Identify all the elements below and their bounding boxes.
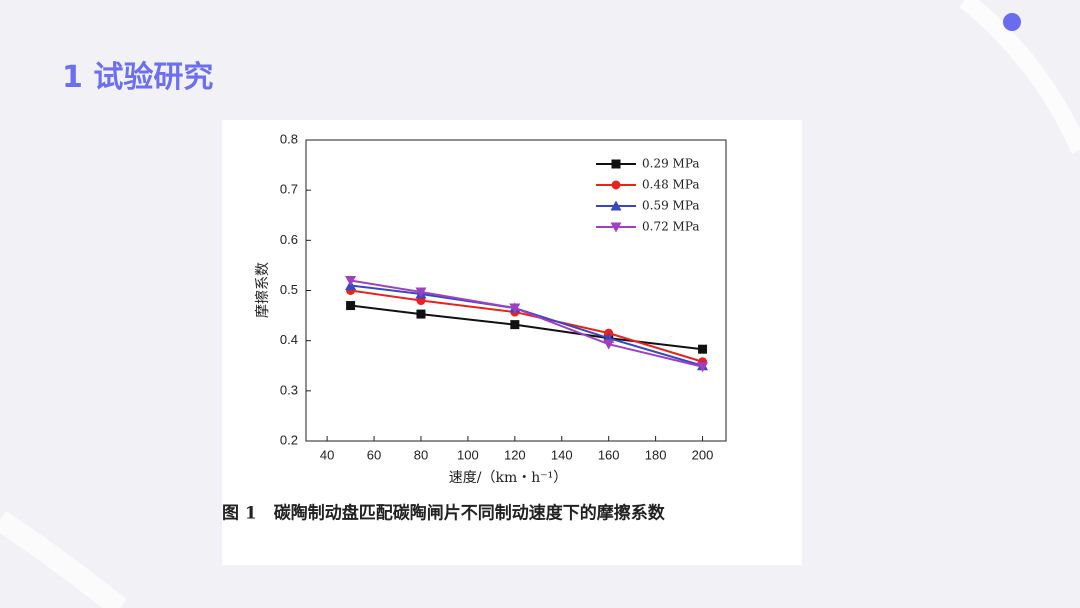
y-tick-label: 0.3 [280, 382, 298, 397]
legend-marker [611, 180, 621, 190]
point [345, 275, 357, 286]
y-tick-label: 0.4 [280, 332, 298, 347]
y-tick-label: 0.7 [280, 182, 298, 197]
x-tick-label: 180 [645, 447, 667, 462]
arc [959, 0, 1080, 154]
point [510, 320, 520, 330]
y-tick-label: 0.6 [280, 232, 298, 247]
point [698, 344, 708, 354]
x-tick-label: 60 [367, 447, 381, 462]
point [509, 303, 521, 314]
arc [0, 510, 127, 608]
point [697, 362, 709, 373]
x-tick-label: 80 [414, 447, 428, 462]
slide-title: 1 试验研究 [62, 60, 214, 95]
x-axis-label: 速度/（km・h⁻¹） [449, 470, 568, 486]
x-tick-label: 200 [692, 447, 714, 462]
y-axis-label: 摩擦系数 [254, 262, 271, 318]
x-tick-label: 120 [504, 447, 526, 462]
x-tick-label: 160 [598, 447, 620, 462]
legend-marker [610, 200, 622, 211]
caption: 图 1 碳陶制动盘匹配碳陶闸片不同制动速度下的摩擦系数 [222, 503, 666, 524]
legend-label: 0.72 MPa [642, 220, 700, 234]
chart-panel [222, 120, 802, 565]
point [416, 309, 426, 319]
y-tick-label: 0.8 [280, 131, 298, 146]
y-tick-label: 0.5 [280, 282, 298, 297]
point [346, 301, 356, 311]
legend-label: 0.59 MPa [642, 199, 700, 213]
x-tick-label: 40 [320, 447, 334, 462]
point [603, 339, 615, 350]
x-tick-label: 100 [457, 447, 479, 462]
point [415, 287, 427, 298]
legend-marker [610, 222, 622, 233]
x-tick-label: 140 [551, 447, 573, 462]
y-tick-label: 0.2 [280, 432, 298, 447]
legend-label: 0.29 MPa [642, 157, 700, 171]
dot [1003, 13, 1021, 31]
legend-label: 0.48 MPa [642, 178, 700, 192]
legend-marker [611, 159, 621, 169]
